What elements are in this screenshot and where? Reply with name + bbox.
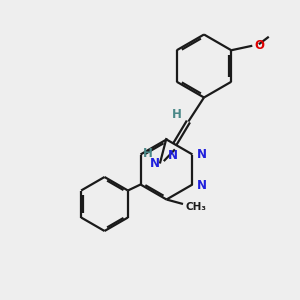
- Text: CH₃: CH₃: [186, 202, 207, 212]
- Text: O: O: [254, 39, 264, 52]
- Text: H: H: [172, 108, 182, 122]
- Text: H: H: [143, 147, 153, 161]
- Text: N: N: [197, 178, 207, 192]
- Text: N: N: [197, 148, 207, 161]
- Text: N: N: [168, 149, 178, 162]
- Text: N: N: [150, 157, 160, 170]
